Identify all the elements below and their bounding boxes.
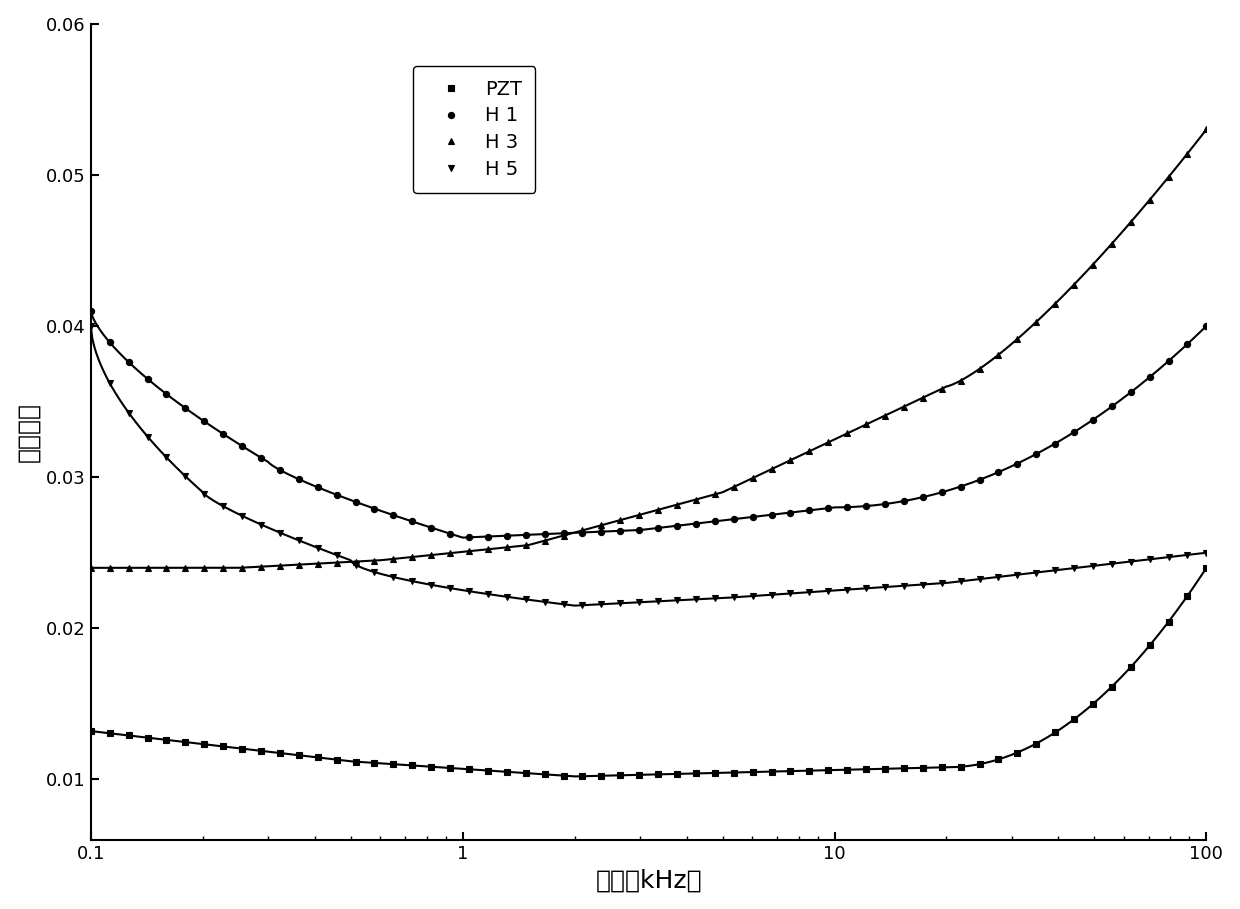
H 3	[782, 454, 797, 465]
H 3	[273, 560, 288, 571]
H 5	[575, 600, 590, 611]
PZT	[443, 763, 458, 774]
Legend: PZT, H 1, H 3, H 5: PZT, H 1, H 3, H 5	[413, 66, 536, 193]
H 1	[461, 532, 476, 543]
PZT	[83, 725, 98, 736]
PZT	[404, 760, 419, 771]
Line: PZT: PZT	[88, 564, 1209, 779]
H 3	[367, 555, 382, 566]
H 1	[1199, 321, 1214, 332]
H 3	[83, 563, 98, 574]
H 1	[404, 516, 419, 527]
H 5	[461, 585, 476, 596]
H 5	[802, 586, 817, 597]
H 5	[443, 583, 458, 594]
H 3	[404, 552, 419, 563]
H 1	[367, 504, 382, 514]
X-axis label: 频率（kHz）: 频率（kHz）	[595, 868, 702, 893]
H 5	[404, 575, 419, 586]
H 1	[83, 305, 98, 316]
PZT	[273, 747, 288, 758]
Y-axis label: 介电损耗: 介电损耗	[16, 402, 41, 462]
H 5	[1199, 547, 1214, 558]
Line: H 5: H 5	[88, 323, 1209, 608]
Line: H 3: H 3	[88, 126, 1209, 571]
PZT	[802, 765, 817, 776]
H 3	[443, 548, 458, 559]
H 5	[367, 566, 382, 577]
H 3	[461, 545, 476, 556]
PZT	[461, 764, 476, 774]
H 1	[802, 504, 817, 515]
Line: H 1: H 1	[88, 308, 1209, 541]
PZT	[367, 757, 382, 768]
H 1	[480, 531, 495, 542]
H 5	[83, 321, 98, 332]
H 1	[273, 464, 288, 475]
H 3	[1199, 124, 1214, 135]
PZT	[1199, 563, 1214, 574]
PZT	[575, 771, 590, 782]
H 5	[273, 527, 288, 538]
H 1	[443, 528, 458, 539]
